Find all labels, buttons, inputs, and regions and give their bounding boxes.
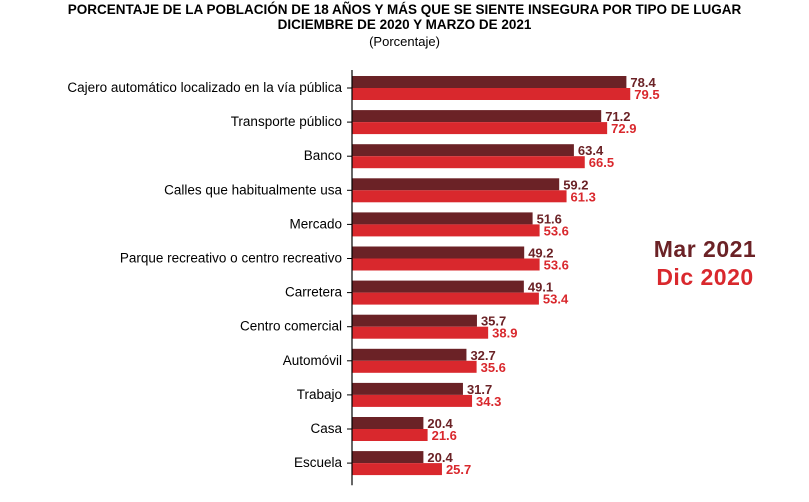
chart-title-line2: DICIEMBRE DE 2020 Y MARZO DE 2021 (277, 17, 532, 32)
bar-mar-2021 (352, 246, 525, 259)
data-label-dic-2020: 25.7 (446, 462, 471, 477)
category-label: Carretera (285, 285, 343, 300)
bar-dic-2020 (352, 292, 539, 305)
bar-mar-2021 (352, 348, 467, 361)
bar-dic-2020 (352, 156, 585, 169)
data-label-mar-2021: 20.4 (427, 450, 453, 465)
data-label-dic-2020: 79.5 (634, 87, 659, 102)
data-label-mar-2021: 31.7 (467, 382, 492, 397)
data-label-dic-2020: 21.6 (432, 428, 457, 443)
data-label-mar-2021: 32.7 (470, 348, 495, 363)
data-label-mar-2021: 59.2 (563, 177, 588, 192)
bar-dic-2020 (352, 190, 567, 203)
bar-mar-2021 (352, 178, 560, 191)
chart-title-line1: PORCENTAJE DE LA POBLACIÓN DE 18 AÑOS Y … (67, 2, 742, 17)
data-label-mar-2021: 49.2 (528, 246, 553, 261)
bar-dic-2020 (352, 394, 473, 407)
bar-mar-2021 (352, 144, 574, 157)
bar-mar-2021 (352, 280, 524, 293)
category-label: Centro comercial (240, 319, 342, 334)
chart-subtitle: (Porcentaje) (369, 34, 440, 49)
legend-item-mar-2021: Mar 2021 (653, 236, 757, 262)
data-label-mar-2021: 35.7 (481, 314, 506, 329)
category-label: Cajero automático localizado en la vía p… (67, 80, 342, 95)
bar-mar-2021 (352, 76, 627, 88)
category-label: Banco (304, 148, 342, 163)
bar-mar-2021 (352, 110, 602, 123)
data-label-mar-2021: 51.6 (537, 211, 562, 226)
data-label-mar-2021: 20.4 (427, 416, 453, 431)
bar-mar-2021 (352, 417, 424, 429)
data-label-dic-2020: 38.9 (492, 326, 517, 341)
bar-dic-2020 (352, 429, 428, 441)
data-label-mar-2021: 78.4 (630, 75, 656, 90)
category-label: Trabajo (297, 387, 342, 402)
data-label-dic-2020: 53.6 (544, 223, 569, 238)
data-label-dic-2020: 34.3 (476, 394, 501, 409)
data-label-dic-2020: 66.5 (589, 155, 614, 170)
data-label-mar-2021: 63.4 (578, 143, 604, 158)
bar-dic-2020 (352, 258, 540, 271)
category-label: Casa (310, 421, 342, 436)
bar-dic-2020 (352, 360, 477, 373)
bar-dic-2020 (352, 463, 442, 476)
legend-item-dic-2020: Dic 2020 (656, 264, 754, 290)
bar-dic-2020 (352, 326, 489, 339)
category-label: Automóvil (283, 353, 342, 368)
bar-mar-2021 (352, 451, 424, 464)
data-label-mar-2021: 49.1 (528, 280, 553, 295)
bar-mar-2021 (352, 314, 477, 327)
bar-mar-2021 (352, 382, 463, 395)
data-label-dic-2020: 61.3 (571, 189, 596, 204)
data-label-dic-2020: 53.6 (544, 258, 569, 273)
category-label: Parque recreativo o centro recreativo (120, 251, 342, 266)
data-label-dic-2020: 72.9 (611, 121, 636, 136)
bar-dic-2020 (352, 88, 631, 100)
data-label-dic-2020: 53.4 (543, 292, 569, 307)
category-label: Transporte público (231, 114, 342, 129)
category-label: Escuela (294, 455, 343, 470)
category-label: Calles que habitualmente usa (164, 182, 342, 197)
bar-mar-2021 (352, 212, 533, 225)
data-label-mar-2021: 71.2 (605, 109, 630, 124)
bar-dic-2020 (352, 224, 540, 237)
category-label: Mercado (289, 216, 342, 231)
bar-dic-2020 (352, 122, 608, 135)
data-label-dic-2020: 35.6 (481, 360, 506, 375)
